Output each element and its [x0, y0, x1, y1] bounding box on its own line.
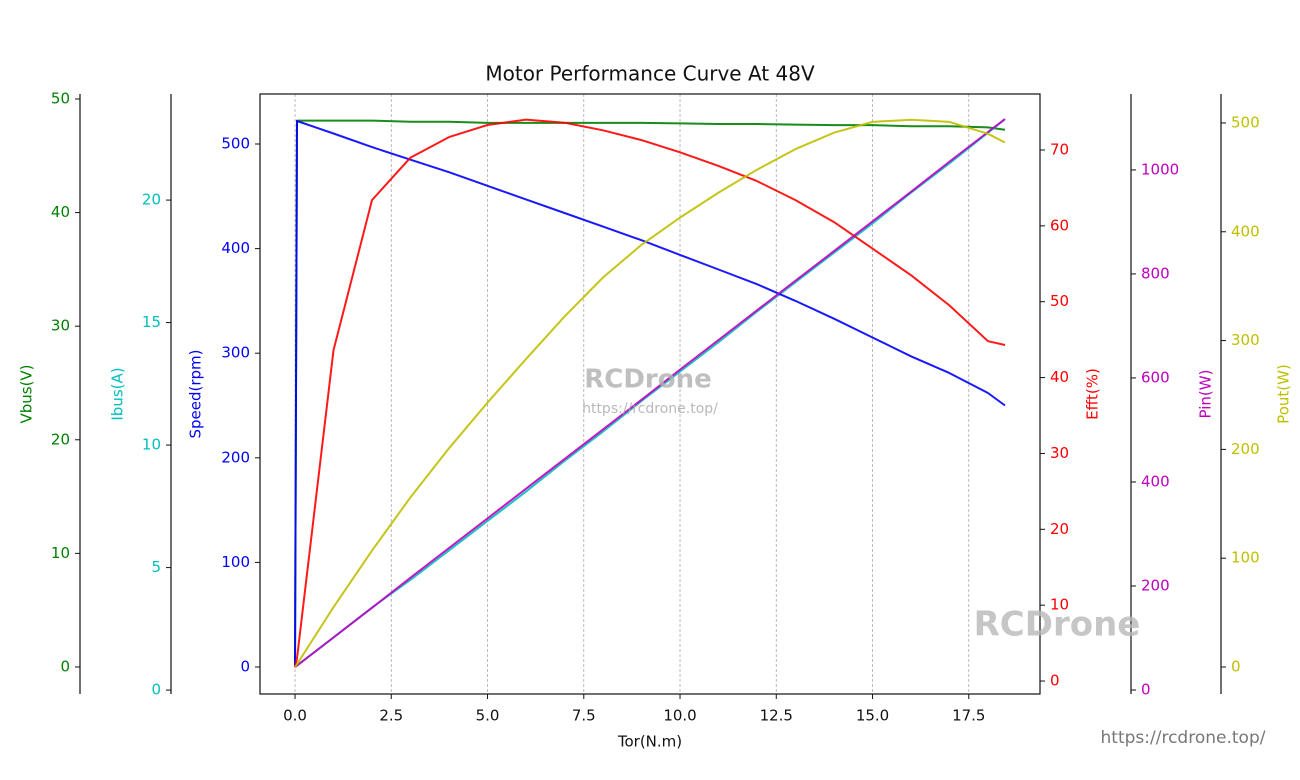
y-tick-label: 15: [142, 313, 161, 331]
x-tick-label: 12.5: [760, 707, 793, 725]
y-tick-label: 0: [1050, 672, 1060, 690]
series-line: [294, 120, 1006, 668]
y-tick-label: 200: [1231, 440, 1260, 458]
plot-frame: [259, 93, 1041, 695]
series-line: [294, 118, 1006, 668]
y-tick-label: 5: [151, 558, 161, 576]
y-tick-label: 30: [1050, 444, 1069, 462]
y-tick-label: 400: [1231, 222, 1260, 240]
watermark: https://rcdrone.top/: [1101, 728, 1266, 748]
watermark: RCDrone: [584, 365, 712, 395]
y-tick-label: 50: [51, 89, 70, 107]
y-tick-label: 200: [1141, 576, 1170, 594]
y-tick-label: 200: [221, 448, 250, 466]
y-tick-label: 400: [221, 239, 250, 257]
y-tick-label: 0: [240, 658, 250, 676]
x-tick-label: 17.5: [952, 707, 985, 725]
y-tick-label: 300: [221, 344, 250, 362]
y-tick-label: 100: [1231, 549, 1260, 567]
y-tick-label: 70: [1050, 140, 1069, 158]
y-tick-label: 60: [1050, 216, 1069, 234]
y-tick-label: 30: [51, 317, 70, 335]
y-tick-label: 40: [1050, 368, 1069, 386]
y-tick-label: 20: [51, 430, 70, 448]
y-tick-label: 20: [142, 191, 161, 209]
x-tick-label: 15.0: [856, 707, 889, 725]
y-axis-label: Ibus(A): [109, 367, 127, 420]
y-tick-label: 0: [151, 681, 161, 699]
x-tick-label: 10.0: [663, 707, 696, 725]
y-tick-label: 50: [1050, 292, 1069, 310]
y-tick-label: 500: [1231, 113, 1260, 131]
y-tick-label: 20: [1050, 520, 1069, 538]
series-line: [294, 119, 1006, 668]
y-tick-label: 600: [1141, 368, 1170, 386]
x-tick-label: 2.5: [379, 707, 403, 725]
y-axis-label: Efft(%): [1084, 368, 1102, 420]
watermark: RCDrone: [974, 605, 1141, 645]
series-line: [294, 118, 1006, 668]
y-tick-label: 10: [142, 436, 161, 454]
y-axis-label: Speed(rpm): [187, 349, 205, 438]
watermark: https://rcdrone.top/: [582, 401, 718, 417]
chart-title: Motor Performance Curve At 48V: [485, 62, 815, 86]
x-tick-label: 0.0: [283, 707, 307, 725]
series-line: [294, 118, 1006, 668]
x-tick-label: 5.0: [476, 707, 500, 725]
y-tick-label: 1000: [1141, 160, 1179, 178]
y-tick-label: 40: [51, 203, 70, 221]
y-tick-label: 10: [1050, 596, 1069, 614]
y-tick-label: 500: [221, 135, 250, 153]
y-axis-label: Vbus(V): [18, 364, 36, 423]
y-tick-label: 800: [1141, 264, 1170, 282]
y-tick-label: 400: [1141, 472, 1170, 490]
y-axis-label: Pout(W): [1275, 364, 1293, 424]
y-tick-label: 0: [1141, 680, 1151, 698]
x-axis-label: Tor(N.m): [617, 733, 682, 751]
y-tick-label: 10: [51, 544, 70, 562]
x-tick-label: 7.5: [572, 707, 596, 725]
y-tick-label: 100: [221, 553, 250, 571]
plot-area: 0.0 2.5 5.0 7.5 10.0 12.5 15.0 17.501020304050V…: [18, 89, 1293, 724]
y-tick-label: 300: [1231, 331, 1260, 349]
y-tick-label: 0: [1231, 658, 1241, 676]
y-axis-label: Pin(W): [1197, 370, 1215, 419]
y-tick-label: 0: [60, 657, 70, 675]
